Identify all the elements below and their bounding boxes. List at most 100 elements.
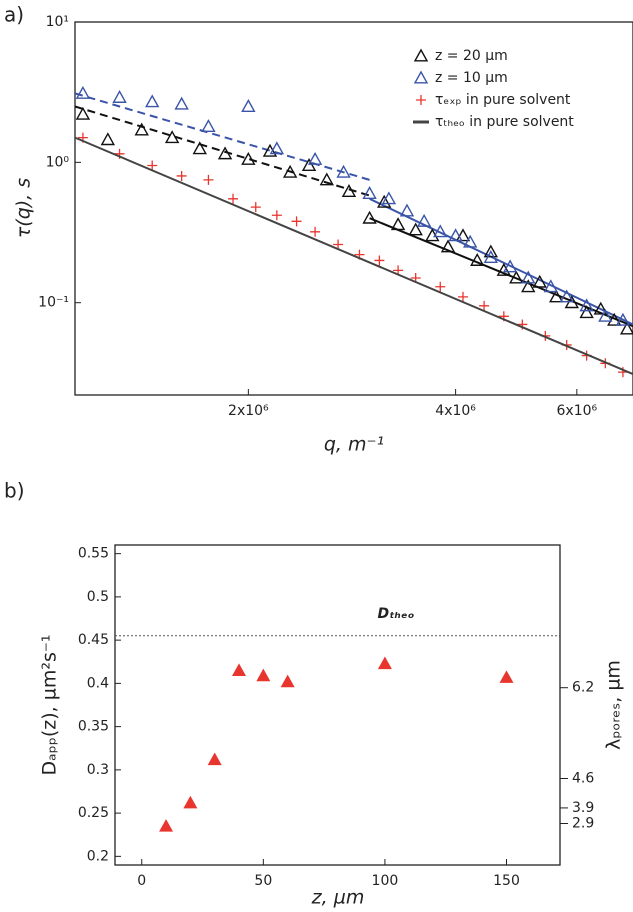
point: [336, 164, 351, 178]
point: [543, 279, 559, 293]
point: [549, 289, 564, 303]
x-tick-label: 50: [254, 873, 272, 889]
fit-line: [74, 92, 370, 181]
point: [463, 234, 478, 248]
x-axis-label: z, µm: [311, 887, 365, 909]
point: [282, 164, 298, 178]
y2-axis-label: λₚₒᵣₑₛ, µm: [603, 660, 625, 750]
y-tick-label: 10⁻¹: [38, 295, 69, 311]
y-axis-label: τ(q), s: [13, 178, 35, 238]
point: [232, 663, 247, 677]
point: [112, 90, 127, 103]
point: [250, 202, 261, 213]
point: [271, 210, 282, 221]
legend-swatch: [413, 70, 429, 84]
point: [615, 312, 631, 326]
y2-tick-label: 6.2: [572, 680, 594, 696]
point: [217, 146, 233, 160]
legend-swatch: [413, 48, 429, 62]
legend-label: τₜₕₑₒ in pure solvent: [435, 114, 574, 130]
point: [134, 122, 149, 136]
point: [377, 656, 392, 670]
x-tick-label: 2x10⁶: [228, 403, 269, 419]
point: [433, 224, 448, 238]
y2-tick-label: 3.9: [572, 800, 594, 816]
point: [598, 308, 613, 322]
point: [532, 274, 547, 288]
point: [333, 239, 344, 250]
y-tick-label: 0.55: [78, 546, 109, 562]
point: [483, 250, 499, 263]
point: [280, 674, 295, 688]
point: [319, 172, 334, 186]
point: [593, 301, 608, 315]
x-tick-label: 0: [137, 873, 146, 889]
plot-frame: [74, 21, 633, 396]
point: [381, 191, 397, 205]
point: [559, 289, 574, 303]
y-tick-label: 0.45: [78, 632, 109, 648]
point: [502, 259, 518, 273]
y-tick-label: 0.4: [87, 675, 109, 691]
x-tick-label: 100: [372, 873, 399, 889]
y-tick-label: 0.25: [78, 805, 109, 821]
point: [207, 752, 222, 766]
point: [390, 217, 406, 231]
point: [483, 244, 499, 258]
point: [100, 132, 116, 146]
point: [75, 106, 91, 120]
point: [440, 239, 456, 253]
point: [301, 158, 317, 171]
point: [291, 216, 302, 227]
point: [579, 305, 594, 319]
x-axis-label: q, m⁻¹: [324, 434, 384, 456]
point: [228, 193, 239, 204]
point: [241, 99, 256, 113]
reference-label: Dₜₕₑₒ: [378, 606, 415, 622]
y2-tick-label: 2.9: [572, 815, 594, 831]
fit-line: [369, 197, 633, 326]
theory-line: [74, 136, 633, 376]
legend-label: z = 20 µm: [435, 48, 508, 64]
point: [579, 298, 594, 312]
legend-label: z = 10 µm: [435, 70, 508, 86]
point: [159, 819, 174, 832]
point: [496, 262, 512, 276]
point: [376, 194, 392, 208]
x-tick-label: 4x10⁶: [435, 403, 476, 419]
point: [256, 668, 271, 682]
point: [174, 96, 189, 110]
point: [499, 670, 514, 683]
y-tick-label: 0.35: [78, 719, 109, 735]
point: [416, 213, 432, 227]
x-tick-label: 150: [493, 873, 520, 889]
point: [374, 255, 385, 266]
y-tick-label: 0.2: [87, 848, 109, 864]
panel-label: a): [4, 3, 24, 27]
point: [203, 174, 214, 185]
point: [310, 226, 321, 237]
point: [362, 186, 377, 199]
y-tick-label: 10⁰: [46, 154, 70, 170]
point: [362, 210, 377, 224]
point: [619, 321, 633, 335]
point: [509, 270, 524, 284]
point: [448, 228, 463, 242]
point: [164, 130, 180, 144]
point: [176, 170, 187, 181]
point: [183, 795, 198, 809]
point: [145, 94, 160, 108]
point: [457, 291, 468, 302]
point: [470, 253, 485, 266]
point: [399, 203, 415, 217]
panel-label: b): [4, 479, 25, 503]
y-tick-label: 0.5: [87, 589, 109, 605]
x-tick-label: 6x10⁶: [557, 403, 598, 419]
point: [455, 228, 471, 242]
point: [479, 300, 490, 311]
point: [408, 222, 423, 236]
point: [341, 184, 357, 197]
point: [201, 119, 216, 133]
point: [307, 151, 323, 165]
